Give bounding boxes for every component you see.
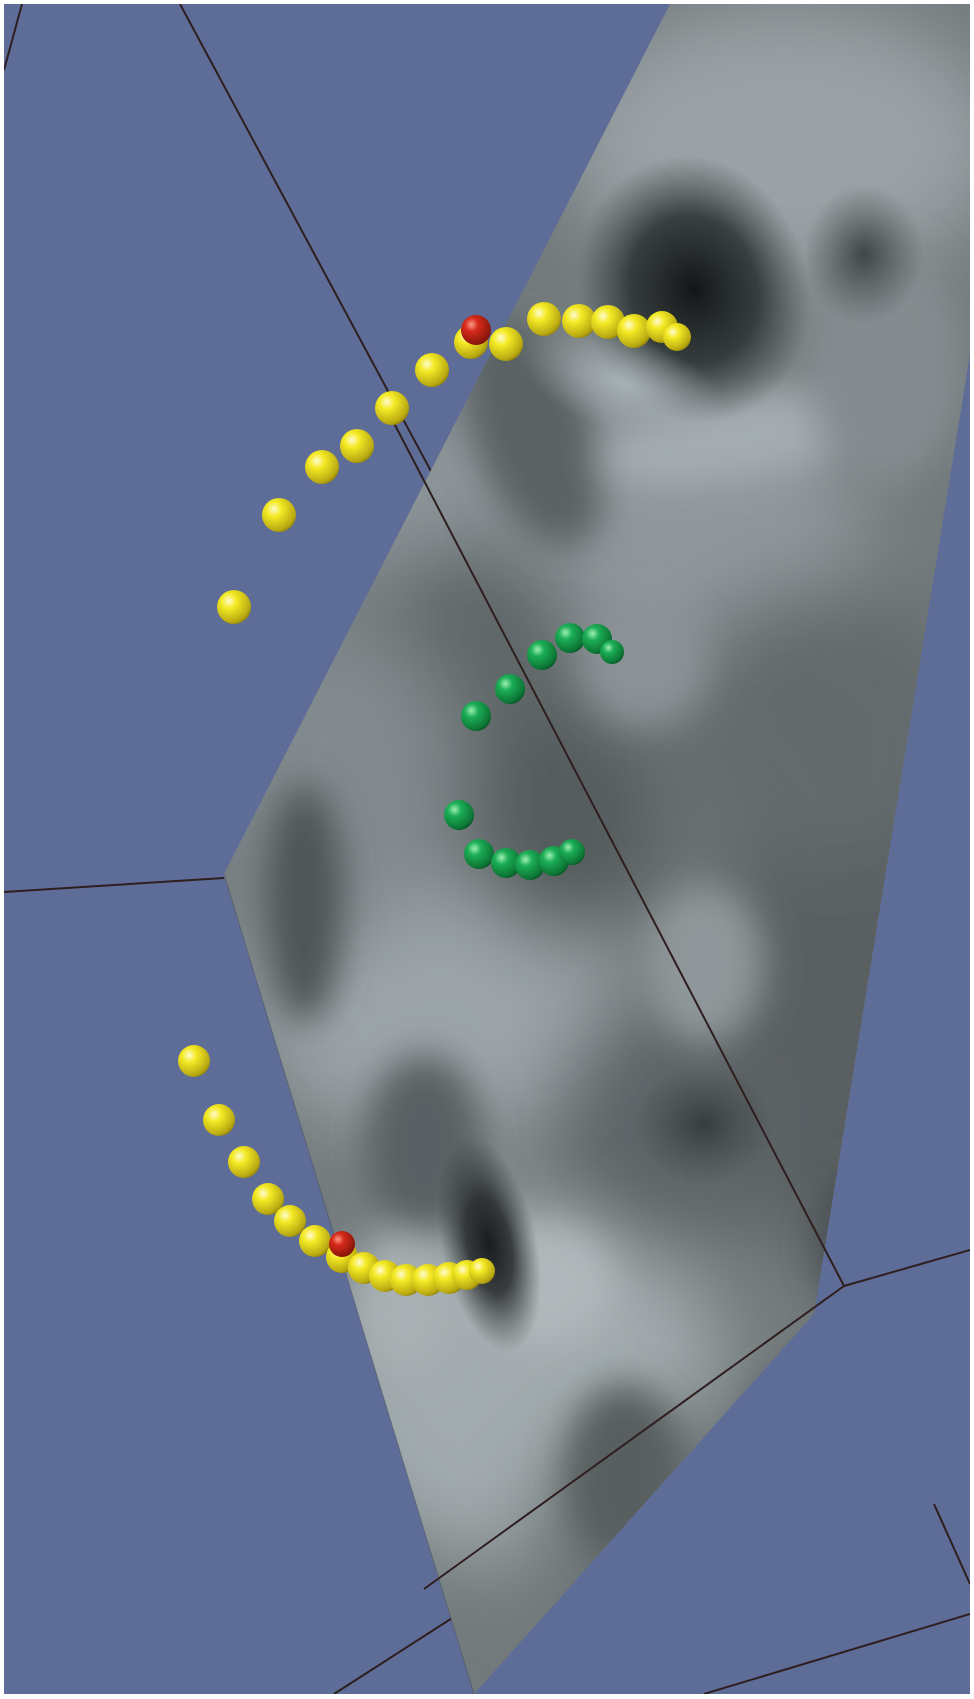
red-markers	[329, 315, 491, 1257]
yellow-sphere-marker	[203, 1104, 235, 1136]
yellow-sphere-marker	[299, 1225, 331, 1257]
upper-yellow-curve	[217, 302, 691, 624]
green-sphere-marker	[527, 640, 557, 670]
fiducial-markers	[178, 302, 691, 1296]
yellow-sphere-marker	[252, 1183, 284, 1215]
yellow-sphere-marker	[178, 1045, 210, 1077]
green-sphere-marker	[559, 839, 585, 865]
green-sphere-marker	[461, 701, 491, 731]
green-upper-arc	[461, 623, 624, 731]
green-sphere-marker	[444, 800, 474, 830]
yellow-sphere-marker	[527, 302, 561, 336]
yellow-sphere-marker	[469, 1258, 495, 1284]
green-sphere-marker	[515, 850, 545, 880]
lower-dark-region	[436, 1135, 542, 1353]
volume-render-canvas	[4, 4, 970, 1694]
yellow-sphere-marker	[375, 391, 409, 425]
yellow-sphere-marker	[274, 1205, 306, 1237]
red-sphere-marker	[329, 1231, 355, 1257]
yellow-sphere-marker	[340, 429, 374, 463]
yellow-sphere-marker	[305, 450, 339, 484]
yellow-sphere-marker	[489, 327, 523, 361]
green-sphere-marker	[491, 848, 521, 878]
green-lower-arc	[444, 800, 585, 880]
green-sphere-marker	[555, 623, 585, 653]
foreground-wireframe-edges	[383, 403, 970, 1590]
red-sphere-marker	[461, 315, 491, 345]
yellow-sphere-marker	[228, 1146, 260, 1178]
yellow-sphere-marker	[617, 314, 651, 348]
yellow-sphere-marker	[262, 498, 296, 532]
3d-viewport[interactable]	[4, 4, 970, 1694]
yellow-sphere-marker	[390, 1264, 422, 1296]
yellow-sphere-marker	[217, 590, 251, 624]
yellow-sphere-marker	[591, 305, 625, 339]
green-sphere-marker	[464, 839, 494, 869]
green-sphere-marker	[600, 640, 624, 664]
yellow-sphere-marker	[663, 323, 691, 351]
yellow-sphere-marker	[415, 353, 449, 387]
green-sphere-marker	[495, 674, 525, 704]
yellow-sphere-marker	[562, 304, 596, 338]
